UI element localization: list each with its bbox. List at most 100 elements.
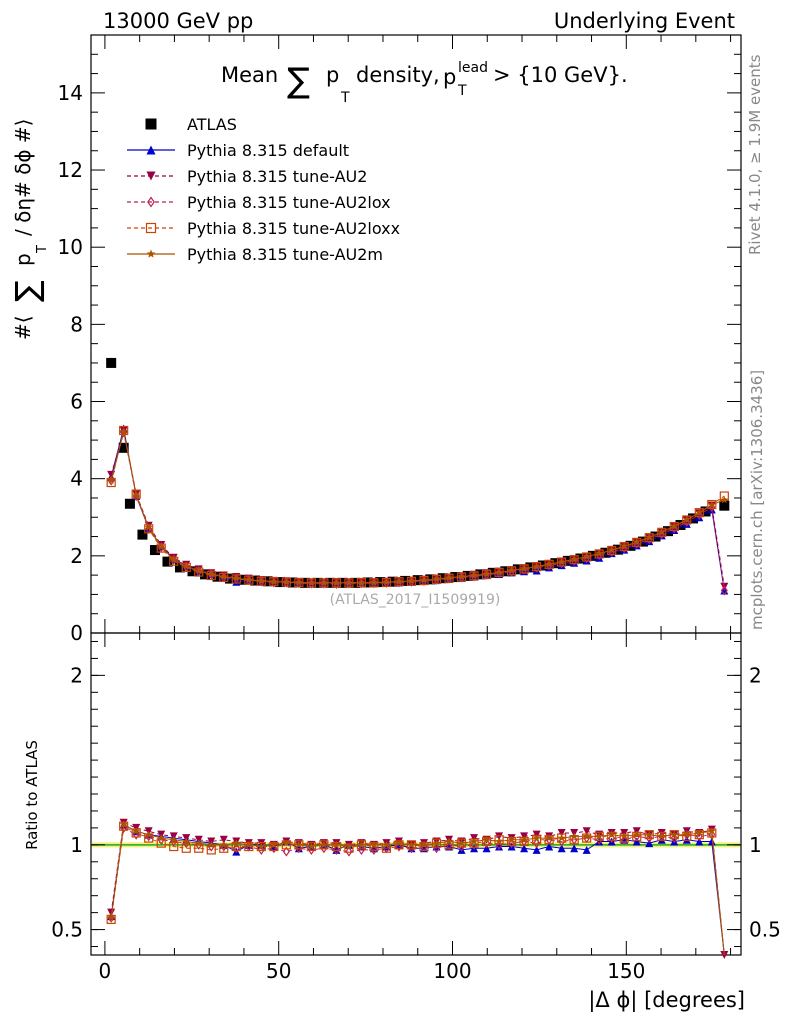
data-point xyxy=(345,578,353,587)
data-point xyxy=(456,838,467,848)
data-point xyxy=(482,570,491,578)
data-point xyxy=(357,840,366,849)
data-point xyxy=(494,835,504,845)
data-point xyxy=(720,951,729,959)
data-point xyxy=(357,578,366,587)
x-tick-label: 50 xyxy=(266,959,291,983)
legend-marker xyxy=(145,118,157,130)
data-point xyxy=(719,500,730,511)
data-point xyxy=(432,839,441,847)
data-point xyxy=(582,827,591,836)
data-point xyxy=(495,842,504,851)
data-point xyxy=(632,837,641,846)
data-point xyxy=(557,557,567,567)
data-point xyxy=(532,562,541,570)
data-point xyxy=(645,533,653,541)
title-p2: p xyxy=(443,65,456,89)
data-point xyxy=(532,834,541,842)
y-tick-label: 2 xyxy=(70,544,83,568)
data-point xyxy=(557,844,566,853)
data-point xyxy=(207,840,216,849)
data-point xyxy=(132,490,140,499)
ratio-y-label: Ratio to ATLAS xyxy=(23,740,41,850)
data-point xyxy=(520,564,528,572)
data-point xyxy=(107,908,116,917)
x-tick-label: 150 xyxy=(607,959,645,983)
legend: ATLAS Pythia 8.315 default Pythia 8.315 tu… xyxy=(127,115,400,264)
x-axis-label: |Δ ϕ| [degrees] xyxy=(588,988,745,1013)
data-point xyxy=(607,546,616,554)
y-tick-label: 1 xyxy=(70,833,83,857)
data-point xyxy=(420,840,428,849)
data-point xyxy=(645,830,653,838)
legend-label: Pythia 8.315 tune-AU2loxx xyxy=(187,219,400,238)
data-point xyxy=(137,529,148,540)
data-point xyxy=(582,845,591,854)
legend-label: Pythia 8.315 tune-AU2 xyxy=(187,167,367,186)
data-point xyxy=(587,550,598,561)
data-point xyxy=(632,537,641,546)
data-point xyxy=(445,573,453,582)
main-series-group xyxy=(106,357,730,596)
data-point xyxy=(332,840,341,849)
data-point xyxy=(282,846,290,857)
data-point xyxy=(182,837,190,845)
data-point xyxy=(307,842,316,850)
series-line xyxy=(110,432,725,591)
data-point xyxy=(107,476,115,484)
legend-marker xyxy=(146,145,156,155)
title-p: p xyxy=(326,63,339,87)
data-point xyxy=(582,832,591,840)
data-point xyxy=(320,840,328,849)
data-point xyxy=(194,839,203,847)
data-point xyxy=(257,576,266,585)
data-point xyxy=(570,844,579,853)
analysis-watermark: (ATLAS_2017_I1509919) xyxy=(330,592,501,608)
data-point xyxy=(232,574,241,582)
data-point xyxy=(149,545,160,556)
data-point xyxy=(457,572,466,580)
data-point xyxy=(169,555,178,563)
data-point xyxy=(169,841,179,852)
data-point xyxy=(194,566,203,575)
data-point xyxy=(345,846,353,857)
data-point xyxy=(270,577,278,585)
legend-marker xyxy=(146,171,156,181)
data-point xyxy=(295,840,303,849)
data-point xyxy=(219,835,228,844)
data-point xyxy=(657,527,666,536)
data-point xyxy=(670,830,679,838)
title-mid: density, xyxy=(356,63,440,87)
data-point xyxy=(119,425,129,436)
data-point xyxy=(220,840,228,849)
data-point xyxy=(557,558,566,566)
data-point xyxy=(470,571,478,579)
data-point xyxy=(707,499,717,510)
series-pythia-8-315-tune-au2m xyxy=(107,427,729,587)
data-point xyxy=(382,840,391,849)
data-point xyxy=(557,828,566,837)
data-point xyxy=(707,837,716,846)
ratio-frame xyxy=(90,632,742,956)
data-point xyxy=(507,566,516,574)
legend-label: Pythia 8.315 tune-AU2lox xyxy=(187,193,391,212)
data-point xyxy=(695,508,704,516)
ylabel-pre: #⟨ xyxy=(11,315,35,340)
y-tick-label: 10 xyxy=(58,235,83,259)
series-pythia-8-315-tune-au2 xyxy=(107,426,729,591)
data-point xyxy=(595,837,604,846)
data-point xyxy=(657,832,666,840)
data-point xyxy=(682,835,691,844)
series-line xyxy=(110,431,725,584)
main-y-label: #⟨ ∑ p T / δη# δϕ #⟩ xyxy=(8,119,50,340)
data-point xyxy=(520,844,529,853)
legend-marker xyxy=(146,249,156,258)
data-point xyxy=(382,578,391,586)
data-point xyxy=(532,845,541,854)
y-tick-label: 6 xyxy=(70,390,83,414)
title-prefix: Mean xyxy=(221,63,278,87)
data-point xyxy=(132,827,140,835)
data-point xyxy=(295,578,303,586)
title-sigma: ∑ xyxy=(287,61,310,101)
legend-entry: ATLAS xyxy=(145,115,237,134)
